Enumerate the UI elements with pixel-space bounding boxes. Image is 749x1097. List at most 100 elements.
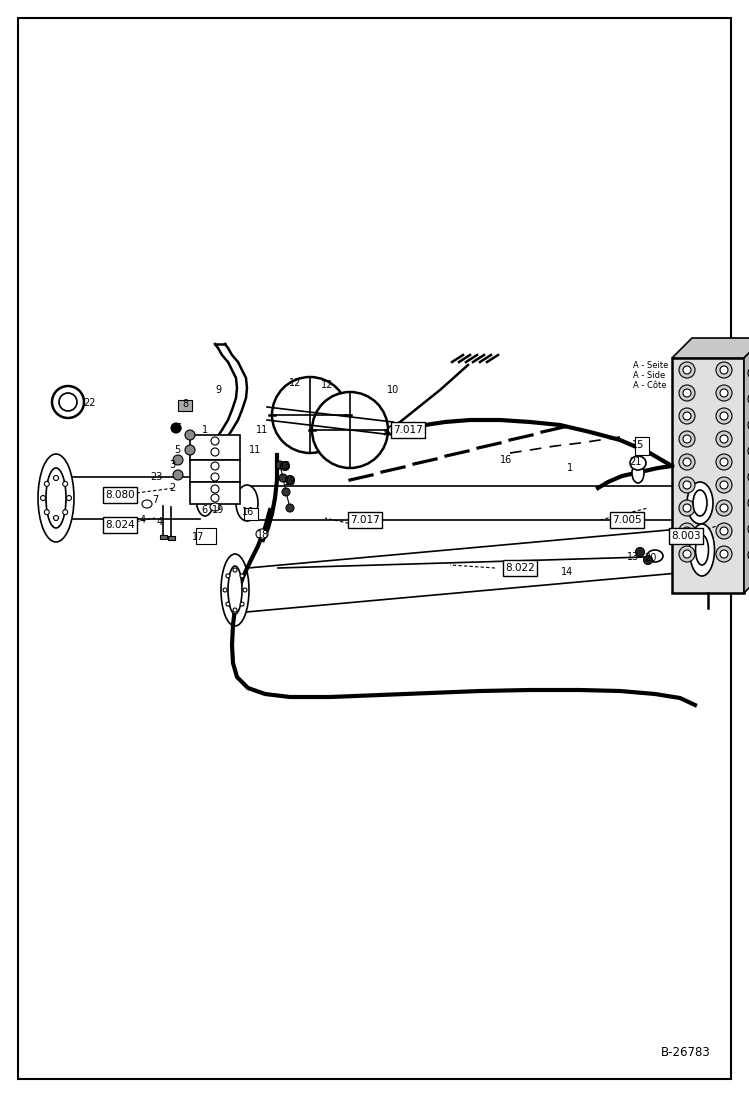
Bar — [672, 358, 744, 593]
Circle shape — [683, 366, 691, 374]
Text: 7: 7 — [152, 495, 158, 505]
Circle shape — [53, 475, 58, 480]
Circle shape — [679, 385, 695, 402]
Text: 6: 6 — [201, 505, 207, 514]
Text: 9: 9 — [215, 385, 221, 395]
Text: 7.017: 7.017 — [393, 425, 423, 436]
Bar — [190, 436, 240, 460]
Circle shape — [282, 488, 290, 496]
Circle shape — [63, 482, 67, 486]
Bar — [190, 482, 240, 504]
Circle shape — [280, 462, 290, 471]
Text: 16: 16 — [242, 507, 254, 517]
Text: 4: 4 — [157, 517, 163, 527]
Circle shape — [67, 496, 71, 500]
Text: 12: 12 — [289, 378, 301, 388]
Polygon shape — [672, 338, 749, 358]
Circle shape — [720, 550, 728, 558]
Text: 19: 19 — [212, 505, 224, 514]
Circle shape — [716, 385, 732, 402]
Ellipse shape — [196, 480, 214, 516]
Circle shape — [173, 470, 183, 480]
Bar — [178, 400, 192, 411]
Circle shape — [716, 431, 732, 446]
Circle shape — [40, 496, 46, 500]
Ellipse shape — [687, 482, 713, 524]
Circle shape — [679, 546, 695, 562]
Ellipse shape — [210, 504, 220, 511]
Text: 10: 10 — [387, 385, 399, 395]
Circle shape — [720, 527, 728, 535]
Text: 5: 5 — [174, 445, 180, 455]
Text: 14: 14 — [561, 567, 573, 577]
Circle shape — [53, 516, 58, 520]
Circle shape — [286, 504, 294, 512]
Circle shape — [635, 547, 644, 556]
Circle shape — [272, 377, 348, 453]
Text: 8: 8 — [182, 399, 188, 409]
Circle shape — [679, 523, 695, 539]
Circle shape — [211, 473, 219, 480]
Circle shape — [44, 510, 49, 514]
Circle shape — [683, 459, 691, 466]
Text: 1: 1 — [567, 463, 573, 473]
Text: 4: 4 — [140, 514, 146, 525]
Circle shape — [683, 480, 691, 489]
Circle shape — [679, 477, 695, 493]
Circle shape — [748, 548, 749, 561]
Circle shape — [679, 500, 695, 516]
Circle shape — [243, 588, 247, 592]
Text: A - Seite: A - Seite — [633, 361, 668, 370]
Ellipse shape — [228, 566, 242, 614]
Circle shape — [679, 431, 695, 446]
Circle shape — [716, 523, 732, 539]
Text: 16: 16 — [500, 455, 512, 465]
Circle shape — [185, 430, 195, 440]
Ellipse shape — [630, 456, 646, 470]
Circle shape — [233, 568, 237, 572]
Bar — [190, 460, 240, 482]
Circle shape — [716, 454, 732, 470]
Circle shape — [240, 574, 244, 578]
Circle shape — [59, 393, 77, 411]
Circle shape — [233, 608, 237, 612]
Text: 1: 1 — [202, 425, 208, 436]
Text: A - Côte: A - Côte — [633, 381, 667, 389]
Circle shape — [720, 459, 728, 466]
Ellipse shape — [38, 454, 74, 542]
Ellipse shape — [693, 490, 707, 516]
Text: 13: 13 — [279, 461, 291, 471]
Circle shape — [226, 602, 230, 607]
Circle shape — [683, 412, 691, 420]
Circle shape — [716, 408, 732, 425]
Circle shape — [679, 408, 695, 425]
Circle shape — [679, 362, 695, 378]
Text: 12: 12 — [321, 380, 333, 391]
Circle shape — [683, 436, 691, 443]
Circle shape — [679, 454, 695, 470]
Circle shape — [211, 437, 219, 445]
Text: 7.017: 7.017 — [350, 514, 380, 525]
Text: 8.024: 8.024 — [105, 520, 135, 530]
Circle shape — [211, 494, 219, 502]
Circle shape — [748, 445, 749, 457]
Ellipse shape — [221, 554, 249, 626]
Circle shape — [240, 602, 244, 607]
Text: 21: 21 — [629, 457, 641, 467]
Circle shape — [211, 485, 219, 493]
Bar — [160, 535, 167, 539]
Circle shape — [720, 480, 728, 489]
Ellipse shape — [690, 524, 715, 576]
Circle shape — [226, 574, 230, 578]
Text: 7.005: 7.005 — [612, 514, 642, 525]
Circle shape — [748, 471, 749, 483]
Circle shape — [748, 367, 749, 378]
Ellipse shape — [632, 463, 644, 483]
Text: 11: 11 — [256, 425, 268, 436]
Text: 11: 11 — [249, 445, 261, 455]
Circle shape — [285, 475, 294, 485]
Text: 8.003: 8.003 — [671, 531, 701, 541]
Polygon shape — [744, 338, 749, 593]
Circle shape — [683, 389, 691, 397]
Circle shape — [720, 504, 728, 512]
